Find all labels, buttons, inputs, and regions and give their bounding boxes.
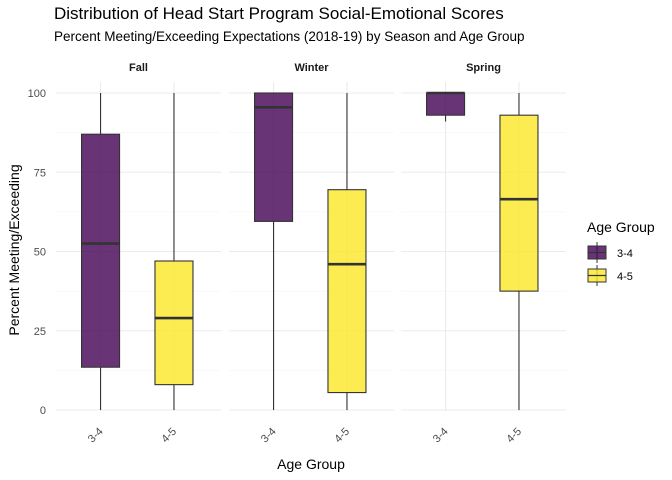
legend: Age Group 3-4 4-5 bbox=[587, 219, 655, 286]
x-tick-label: 3-4 bbox=[259, 426, 279, 446]
chart-subtitle: Percent Meeting/Exceeding Expectations (… bbox=[54, 29, 525, 44]
legend-entry-label: 3-4 bbox=[617, 248, 633, 260]
y-tick-label: 75 bbox=[34, 167, 46, 179]
facet-strip-label: Winter bbox=[294, 62, 329, 74]
y-tick-label: 50 bbox=[34, 247, 46, 259]
x-tick-label: 4-5 bbox=[159, 426, 179, 446]
y-tick-label: 25 bbox=[34, 326, 46, 338]
box-body bbox=[425, 92, 466, 116]
y-tick-label: 0 bbox=[40, 405, 46, 417]
box-body bbox=[154, 260, 194, 386]
x-tick-label: 3-4 bbox=[431, 426, 451, 446]
y-tick-label: 100 bbox=[28, 88, 46, 100]
box-body bbox=[499, 114, 539, 292]
facet-strip-label: Fall bbox=[129, 62, 148, 74]
y-axis-title: Percent Meeting/Exceeding bbox=[6, 164, 22, 335]
x-tick-label: 3-4 bbox=[86, 426, 106, 446]
legend-title: Age Group bbox=[587, 219, 655, 235]
box-body bbox=[254, 92, 294, 222]
box-body bbox=[81, 133, 121, 368]
grid-layer bbox=[56, 82, 566, 411]
legend-entry-label: 4-5 bbox=[617, 271, 633, 283]
x-axis-title: Age Group bbox=[277, 456, 345, 472]
box-layer bbox=[81, 91, 539, 410]
box-body bbox=[327, 189, 367, 394]
x-tick-label: 4-5 bbox=[504, 426, 524, 446]
chart-title: Distribution of Head Start Program Socia… bbox=[54, 4, 504, 23]
x-tick-label: 4-5 bbox=[332, 426, 352, 446]
facet-strip-label: Spring bbox=[466, 62, 501, 74]
